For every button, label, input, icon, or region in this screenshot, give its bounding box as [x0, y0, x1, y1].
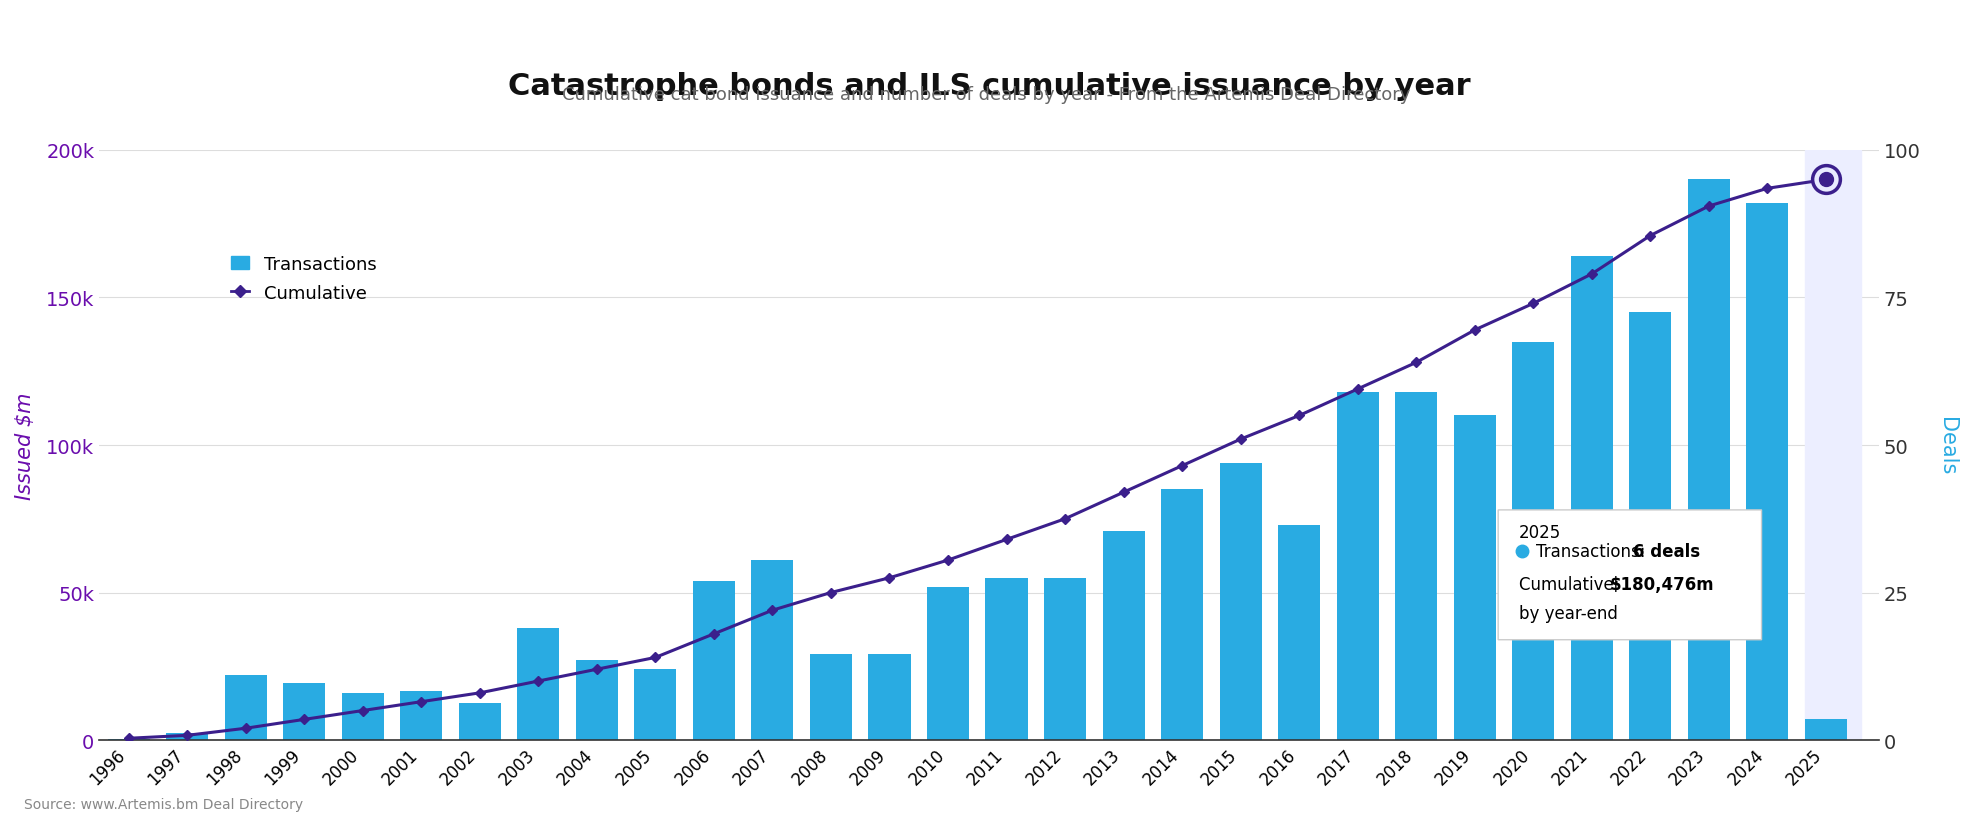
Bar [108, 739, 150, 740]
Bar [1747, 204, 1789, 740]
Bar [1102, 531, 1144, 740]
Bar [751, 560, 793, 740]
Bar [927, 587, 968, 740]
Bar [986, 578, 1027, 740]
Title: Catastrophe bonds and ILS cumulative issuance by year: Catastrophe bonds and ILS cumulative iss… [507, 72, 1471, 102]
Bar [517, 628, 560, 740]
Bar [1513, 342, 1554, 740]
Bar [1394, 392, 1438, 740]
Bar [166, 733, 209, 740]
Bar [1804, 151, 1862, 740]
Text: Cumulative cat bond issuance and number of deals by year - From the Artemis Deal: Cumulative cat bond issuance and number … [562, 86, 1410, 104]
Bar [225, 676, 266, 740]
Bar [692, 581, 736, 740]
Bar [1162, 490, 1203, 740]
Text: Transactions:: Transactions: [1536, 542, 1651, 560]
Text: by year-end: by year-end [1518, 604, 1617, 622]
Text: 6 deals: 6 deals [1633, 542, 1700, 560]
Bar [284, 683, 325, 740]
Bar [1572, 257, 1613, 740]
Bar [810, 654, 852, 740]
Bar [635, 669, 676, 740]
Text: $180,476m: $180,476m [1609, 575, 1714, 593]
Bar [1219, 463, 1262, 740]
Bar [1688, 180, 1729, 740]
Bar [868, 654, 911, 740]
Bar [1453, 416, 1497, 740]
Text: 2025: 2025 [1518, 523, 1562, 541]
Bar [341, 693, 385, 740]
Bar [1629, 313, 1672, 740]
Legend: Transactions, Cumulative: Transactions, Cumulative [225, 248, 385, 310]
Bar [1278, 525, 1319, 740]
FancyBboxPatch shape [1499, 510, 1761, 640]
Bar [459, 704, 501, 740]
Text: Source: www.Artemis.bm Deal Directory: Source: www.Artemis.bm Deal Directory [24, 797, 304, 811]
Bar [576, 661, 617, 740]
Y-axis label: Issued $m: Issued $m [16, 391, 35, 499]
Bar [1043, 578, 1087, 740]
Text: Cumulative:: Cumulative: [1518, 575, 1625, 593]
Y-axis label: Deals: Deals [1937, 416, 1956, 474]
Bar [1337, 392, 1378, 740]
Bar [400, 691, 442, 740]
Bar [1804, 720, 1848, 740]
